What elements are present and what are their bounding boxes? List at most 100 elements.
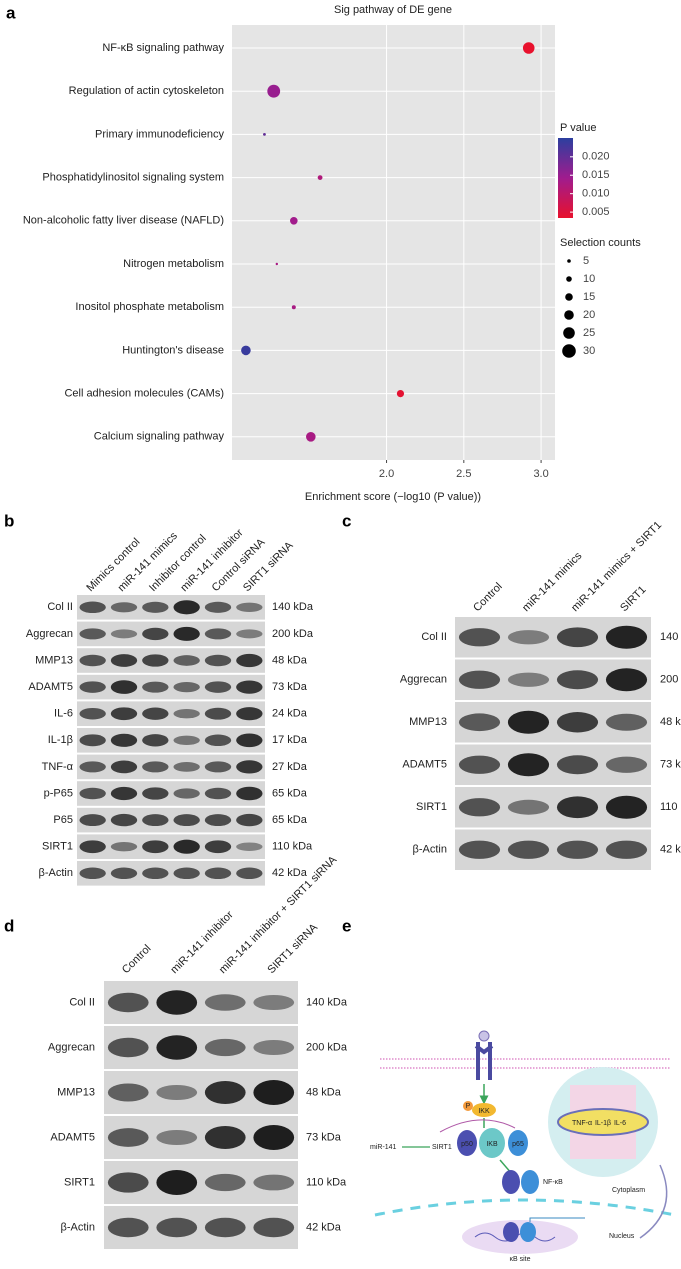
- blot-strip: [77, 861, 265, 886]
- lane-label: SIRT1: [618, 584, 648, 614]
- band: [236, 707, 263, 721]
- band: [556, 712, 599, 733]
- band: [110, 760, 138, 774]
- band: [605, 668, 648, 692]
- band: [236, 602, 263, 612]
- size-label: 73 kDa: [660, 759, 681, 771]
- band: [156, 1217, 198, 1238]
- point: [291, 305, 296, 310]
- band: [173, 788, 200, 799]
- row-label: SIRT1: [416, 801, 447, 813]
- point: [396, 390, 405, 398]
- y-tick-label: Cell adhesion molecules (CAMs): [64, 388, 224, 400]
- band: [204, 1080, 246, 1105]
- size-label: 110 kDa: [272, 841, 313, 853]
- lane-label: Control: [120, 943, 154, 977]
- size-label: 27 kDa: [272, 761, 308, 773]
- y-tick-label: Primary immunodeficiency: [95, 128, 224, 140]
- band: [79, 867, 106, 880]
- band: [79, 734, 106, 747]
- legend-swatch: [567, 259, 571, 263]
- band: [173, 839, 200, 854]
- size-legend-title: Selection counts: [560, 237, 641, 249]
- x-tick-label: 2.5: [456, 468, 471, 480]
- size-label: 73 kDa: [272, 681, 308, 693]
- nucleus-shape: [462, 1220, 578, 1254]
- row-label: MMP13: [409, 716, 447, 728]
- band: [204, 1217, 246, 1238]
- size-label: 200 kDa: [660, 674, 681, 686]
- band: [204, 601, 232, 613]
- band: [173, 867, 200, 880]
- blot-strip: [77, 674, 265, 700]
- x-axis-title: Enrichment score (−log10 (P value)): [305, 491, 481, 503]
- size-label: 65 kDa: [272, 787, 308, 799]
- size-label: 48 kDa: [272, 654, 308, 666]
- band: [107, 1083, 149, 1102]
- ikk-label: IKK: [478, 1108, 490, 1115]
- point: [267, 84, 281, 98]
- band: [156, 1084, 198, 1101]
- y-tick-label: NF-κB signaling pathway: [102, 42, 224, 54]
- y-tick-label: Inositol phosphate metabolism: [75, 301, 224, 313]
- band: [507, 630, 550, 645]
- panel-label: b: [4, 511, 14, 530]
- band: [110, 786, 138, 801]
- band: [142, 787, 169, 800]
- band: [204, 1038, 246, 1057]
- size-label: 42 kDa: [660, 844, 681, 856]
- band: [156, 990, 198, 1015]
- legend-label: 0.015: [582, 169, 610, 181]
- arrow: [439, 1119, 516, 1133]
- size-label: 110 kDa: [660, 801, 681, 813]
- band: [253, 1080, 295, 1105]
- band: [605, 625, 648, 649]
- band: [253, 1217, 295, 1238]
- legend-label: 5: [583, 255, 589, 267]
- cytokine-label: TNF-α: [572, 1120, 592, 1127]
- row-label: Aggrecan: [48, 1041, 95, 1053]
- cytokine-band: [557, 1108, 649, 1136]
- nuclear-envelope: [374, 1198, 676, 1217]
- y-tick-label: Calcium signaling pathway: [94, 431, 225, 443]
- panel-label: e: [342, 916, 351, 935]
- band: [605, 756, 648, 773]
- point: [317, 175, 323, 181]
- band: [156, 1129, 198, 1146]
- row-label: Col II: [69, 996, 95, 1008]
- row-label: SIRT1: [64, 1176, 95, 1188]
- blot-strip: [77, 754, 265, 780]
- row-label: TNF-α: [42, 761, 74, 773]
- band: [173, 600, 200, 615]
- band: [204, 707, 232, 720]
- band: [142, 654, 169, 667]
- legend-label: 0.010: [582, 188, 610, 200]
- size-label: 200 kDa: [306, 1041, 348, 1053]
- y-tick-label: Nitrogen metabolism: [123, 258, 224, 270]
- arrow: [529, 1217, 585, 1222]
- band: [142, 681, 169, 693]
- band: [173, 626, 200, 641]
- size-label: 140 kDa: [660, 631, 681, 643]
- band: [142, 761, 169, 773]
- color-legend-title: P value: [560, 122, 597, 134]
- band: [156, 1170, 198, 1195]
- band: [204, 814, 232, 827]
- legend-swatch: [566, 276, 572, 282]
- band: [253, 1125, 295, 1150]
- arrow: [639, 1164, 668, 1239]
- band: [142, 707, 169, 720]
- x-tick-label: 2.0: [379, 468, 394, 480]
- band: [458, 755, 501, 774]
- band: [173, 681, 200, 693]
- row-label: MMP13: [35, 654, 73, 666]
- band: [110, 813, 138, 827]
- y-tick-label: Huntington's disease: [122, 344, 224, 356]
- band: [107, 1172, 149, 1193]
- legend-swatch: [563, 327, 575, 339]
- band: [507, 672, 550, 687]
- lane-label: SIRT1 siRNA: [265, 921, 320, 976]
- band: [110, 842, 138, 852]
